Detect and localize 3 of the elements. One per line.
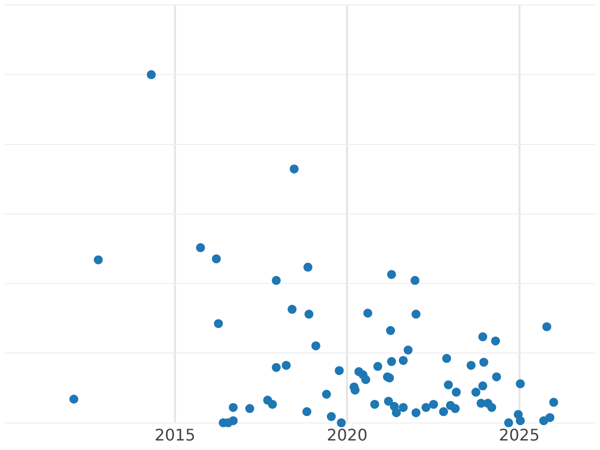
x-tick-label: 2015 [154, 426, 196, 445]
x-tick-label: 2020 [326, 426, 368, 445]
x-tick-label: 2025 [498, 426, 540, 445]
